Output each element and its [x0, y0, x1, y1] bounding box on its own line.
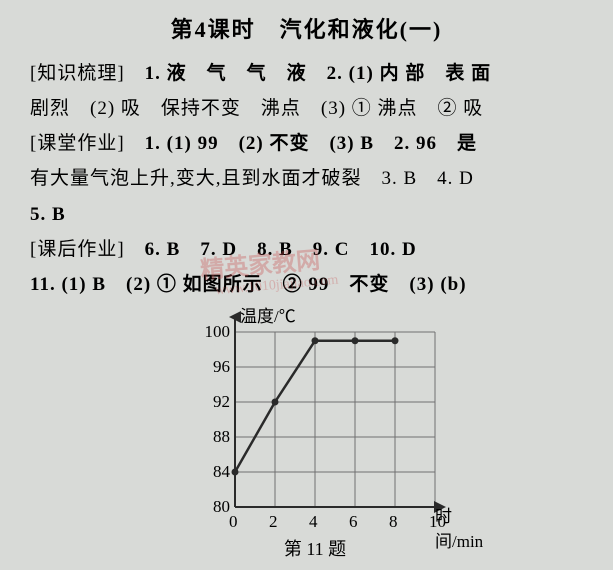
x-tick-label: 0 — [229, 512, 238, 532]
zhishi-label: [知识梳理] — [30, 63, 125, 84]
y-tick-label: 84 — [213, 462, 230, 482]
chart-container: 温度/℃ 1009692888480 0246810 时间/min 第 11 题 — [160, 307, 500, 561]
ketang-label: [课堂作业] — [30, 133, 125, 154]
kehou-label: [课后作业] — [30, 239, 125, 260]
ketang-content1: 1. (1) 99 (2) 不变 (3) B 2. 96 是 — [145, 133, 477, 154]
y-tick-label: 100 — [205, 322, 231, 342]
kehou-content1: 6. B 7. D 8. B 9. C 10. D — [145, 239, 417, 260]
y-tick-label: 96 — [213, 357, 230, 377]
y-tick-label: 80 — [213, 497, 230, 517]
x-axis-label: 时间/min — [435, 502, 500, 552]
x-tick-label: 6 — [349, 512, 358, 532]
y-tick-label: 92 — [213, 392, 230, 412]
ketang-line2: 有大量气泡上升,变大,且到水面才破裂 3. B 4. D — [30, 161, 583, 196]
lesson-title: 第4课时 汽化和液化(一) — [30, 12, 583, 44]
y-tick-label: 88 — [213, 427, 230, 447]
x-tick-label: 8 — [389, 512, 398, 532]
chart-area: 1009692888480 0246810 — [160, 307, 500, 527]
zhishi-content1: 1. 液 气 气 液 2. (1) 内 部 表 面 — [145, 63, 491, 84]
kehou-line2: 11. (1) B (2) ① 如图所示 ② 99 不变 (3) (b) — [30, 267, 583, 302]
x-tick-label: 2 — [269, 512, 278, 532]
ketang-line3: 5. B — [30, 197, 583, 232]
zhishi-line1: [知识梳理] 1. 液 气 气 液 2. (1) 内 部 表 面 — [30, 56, 583, 91]
x-tick-label: 4 — [309, 512, 318, 532]
zhishi-line2: 剧烈 (2) 吸 保持不变 沸点 (3) ① 沸点 ② 吸 — [30, 91, 583, 126]
kehou-line1: [课后作业] 6. B 7. D 8. B 9. C 10. D — [30, 232, 583, 267]
ketang-line1: [课堂作业] 1. (1) 99 (2) 不变 (3) B 2. 96 是 — [30, 126, 583, 161]
